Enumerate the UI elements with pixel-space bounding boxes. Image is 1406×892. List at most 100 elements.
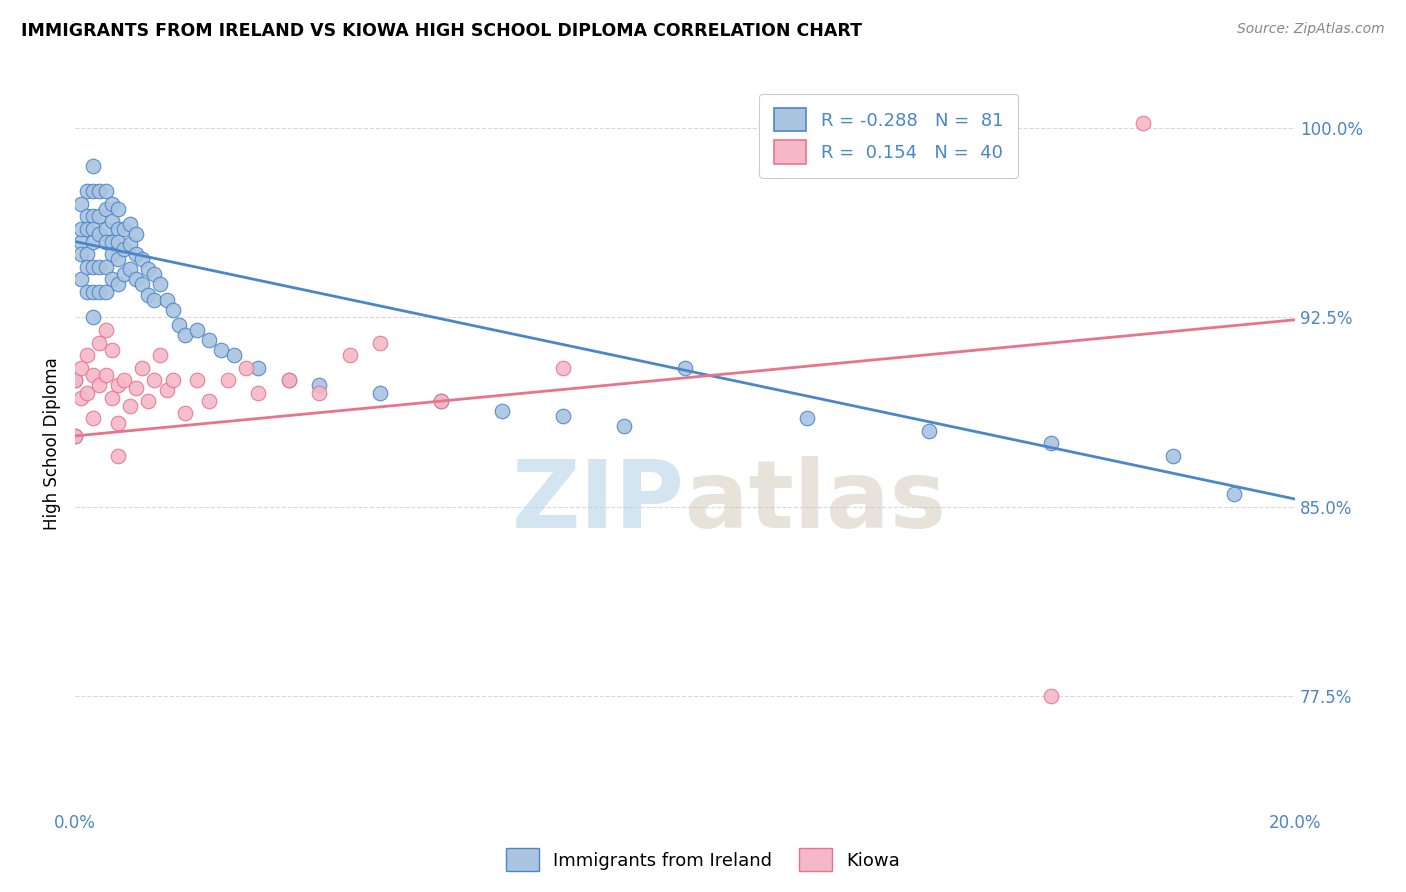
Point	[70, 247, 93, 261]
Point	[551, 360, 574, 375]
Point	[112, 373, 135, 387]
Point	[94, 260, 117, 274]
Point	[198, 333, 221, 347]
Point	[107, 417, 129, 431]
Point	[94, 368, 117, 383]
Point	[1253, 828, 1275, 842]
Point	[100, 272, 122, 286]
Point	[430, 393, 453, 408]
Point	[82, 184, 104, 198]
Point	[70, 272, 93, 286]
Point	[118, 237, 141, 252]
Point	[76, 184, 98, 198]
Point	[186, 373, 208, 387]
Point	[82, 285, 104, 299]
Point	[125, 381, 148, 395]
Point	[112, 242, 135, 256]
Point	[143, 293, 166, 307]
Point	[918, 424, 941, 438]
Point	[70, 196, 93, 211]
Legend: Immigrants from Ireland, Kiowa: Immigrants from Ireland, Kiowa	[499, 841, 907, 879]
Point	[89, 184, 111, 198]
Point	[368, 335, 391, 350]
Point	[63, 373, 86, 387]
Y-axis label: High School Diploma: High School Diploma	[44, 357, 60, 530]
Point	[100, 391, 122, 405]
Point	[76, 209, 98, 223]
Point	[162, 302, 184, 317]
Point	[1040, 436, 1063, 450]
Point	[94, 184, 117, 198]
Point	[70, 235, 93, 249]
Point	[1040, 689, 1063, 703]
Point	[143, 268, 166, 282]
Point	[63, 429, 86, 443]
Point	[82, 260, 104, 274]
Point	[131, 360, 153, 375]
Point	[100, 343, 122, 357]
Point	[136, 262, 159, 277]
Point	[430, 393, 453, 408]
Point	[89, 227, 111, 241]
Point	[209, 343, 232, 357]
Point	[107, 277, 129, 292]
Point	[149, 348, 172, 362]
Point	[89, 285, 111, 299]
Point	[112, 268, 135, 282]
Point	[131, 252, 153, 267]
Point	[94, 202, 117, 216]
Point	[94, 323, 117, 337]
Point	[76, 260, 98, 274]
Point	[70, 222, 93, 236]
Point	[82, 310, 104, 325]
Point	[70, 391, 93, 405]
Text: ZIP: ZIP	[512, 456, 685, 548]
Point	[107, 378, 129, 392]
Point	[112, 222, 135, 236]
Point	[368, 386, 391, 401]
Point	[94, 222, 117, 236]
Point	[167, 318, 190, 332]
Point	[82, 209, 104, 223]
Point	[107, 449, 129, 463]
Point	[118, 262, 141, 277]
Point	[247, 386, 270, 401]
Point	[82, 159, 104, 173]
Point	[143, 373, 166, 387]
Point	[82, 222, 104, 236]
Point	[76, 247, 98, 261]
Point	[551, 409, 574, 423]
Point	[613, 418, 636, 433]
Point	[89, 209, 111, 223]
Point	[491, 403, 513, 417]
Point	[76, 222, 98, 236]
Point	[217, 373, 239, 387]
Point	[89, 378, 111, 392]
Point	[186, 323, 208, 337]
Point	[107, 252, 129, 267]
Point	[107, 222, 129, 236]
Point	[89, 335, 111, 350]
Point	[198, 393, 221, 408]
Point	[277, 373, 299, 387]
Point	[247, 360, 270, 375]
Point	[82, 368, 104, 383]
Point	[155, 293, 177, 307]
Point	[76, 386, 98, 401]
Point	[673, 360, 696, 375]
Point	[339, 348, 361, 362]
Point	[155, 384, 177, 398]
Point	[125, 227, 148, 241]
Point	[89, 260, 111, 274]
Point	[277, 373, 299, 387]
Point	[125, 247, 148, 261]
Point	[63, 429, 86, 443]
Point	[107, 235, 129, 249]
Legend: R = -0.288   N =  81, R =  0.154   N =  40: R = -0.288 N = 81, R = 0.154 N = 40	[759, 94, 1018, 178]
Point	[100, 235, 122, 249]
Point	[76, 285, 98, 299]
Point	[1132, 116, 1154, 130]
Point	[136, 287, 159, 301]
Point	[100, 196, 122, 211]
Point	[796, 411, 818, 425]
